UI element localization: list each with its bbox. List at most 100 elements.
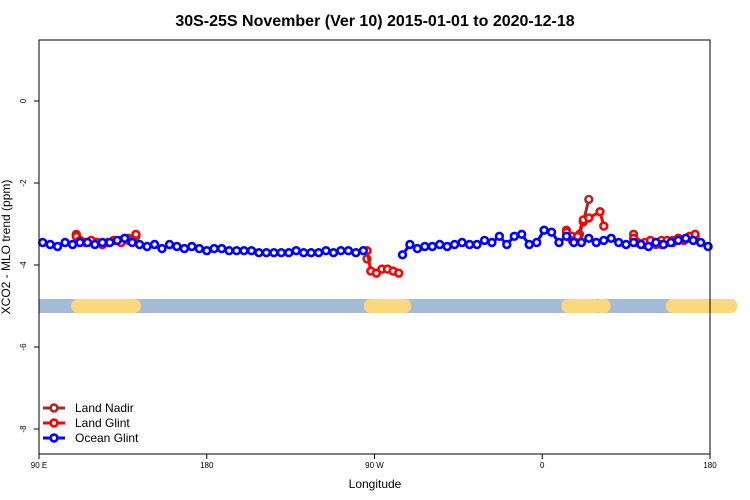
data-point — [134, 239, 145, 250]
data-point — [643, 241, 654, 252]
data-point — [554, 237, 564, 248]
y-tick-label: 0 — [19, 98, 28, 103]
x-tick-label: 90 E — [31, 461, 47, 470]
data-point — [60, 237, 70, 248]
data-point — [179, 243, 190, 254]
data-point — [420, 241, 430, 252]
data-point — [666, 237, 676, 248]
data-point — [336, 246, 346, 256]
x-tick-label: 0 — [540, 461, 545, 470]
data-point — [449, 239, 460, 250]
data-point — [613, 237, 624, 248]
data-point — [502, 239, 512, 250]
data-point — [172, 241, 182, 252]
x-axis: 90 E 180 90 W 0 180 — [31, 454, 717, 470]
data-point — [688, 235, 698, 246]
data-point — [202, 246, 212, 256]
data-point — [52, 241, 63, 252]
data-point — [105, 237, 115, 248]
y-axis-label: XCO2 - MLO trend (ppm) — [0, 180, 13, 315]
data-point — [90, 239, 100, 250]
data-point — [82, 237, 93, 248]
data-point — [45, 239, 55, 250]
y-tick-label: -4 — [19, 261, 28, 269]
legend-swatch-marker — [49, 433, 59, 443]
data-point — [394, 268, 404, 278]
data-point — [67, 239, 78, 250]
data-point — [246, 246, 257, 256]
data-point — [591, 237, 601, 248]
data-point — [157, 243, 167, 254]
data-point — [464, 239, 475, 250]
data-point — [142, 241, 152, 252]
data-point — [628, 237, 639, 248]
data-point — [599, 235, 609, 246]
data-point — [599, 221, 609, 231]
data-point — [37, 237, 48, 248]
data-point — [695, 237, 706, 248]
legend-swatch-marker — [49, 418, 59, 428]
data-point — [427, 241, 437, 252]
data-point — [651, 237, 661, 248]
data-point — [254, 248, 264, 258]
data-point — [569, 237, 579, 248]
data-point — [119, 233, 130, 244]
data-point — [187, 241, 197, 252]
data-point — [487, 237, 497, 248]
data-point — [269, 248, 279, 258]
data-point — [673, 235, 683, 246]
data-point — [224, 246, 234, 256]
data-point — [97, 237, 108, 248]
data-point — [131, 229, 141, 240]
data-point — [561, 231, 572, 242]
series-ocean-glint — [37, 225, 713, 260]
data-point — [494, 231, 505, 242]
data-point — [606, 233, 616, 244]
data-point — [621, 239, 631, 250]
data-point — [328, 248, 339, 258]
data-point — [584, 194, 594, 205]
legend-swatch-marker — [49, 403, 59, 413]
data-point — [261, 248, 272, 258]
legend-item: Ocean Glint — [43, 431, 139, 445]
data-point — [284, 248, 294, 258]
data-point — [681, 233, 691, 244]
data-point — [358, 246, 368, 256]
legend-label: Ocean Glint — [75, 431, 139, 445]
data-point — [584, 233, 594, 244]
data-point — [112, 235, 123, 246]
data-point — [524, 239, 534, 250]
legend-item: Land Glint — [43, 416, 130, 430]
data-point — [194, 243, 205, 254]
data-point — [276, 248, 286, 258]
data-point — [636, 239, 646, 250]
data-point — [231, 246, 242, 256]
data-point — [149, 239, 160, 250]
plot-series — [37, 194, 713, 278]
data-point — [576, 237, 587, 248]
data-point — [313, 248, 324, 258]
y-tick-label: -8 — [19, 425, 28, 433]
data-point — [217, 243, 227, 254]
legend-label: Land Glint — [75, 416, 130, 430]
legend-label: Land Nadir — [75, 401, 134, 415]
data-point — [435, 239, 445, 250]
data-point — [442, 241, 452, 252]
data-point — [127, 237, 137, 248]
data-point — [405, 239, 415, 250]
data-point — [516, 229, 527, 240]
data-point — [531, 237, 542, 248]
data-point — [584, 213, 594, 223]
data-point — [457, 237, 467, 248]
data-point — [509, 231, 519, 242]
x-axis-label: Longitude — [349, 477, 402, 491]
data-point — [299, 248, 309, 258]
data-point — [658, 239, 669, 250]
legend-item: Land Nadir — [43, 401, 134, 415]
x-tick-label: 180 — [200, 461, 214, 470]
data-point — [209, 243, 219, 254]
data-point — [291, 246, 301, 256]
data-point — [306, 248, 316, 258]
